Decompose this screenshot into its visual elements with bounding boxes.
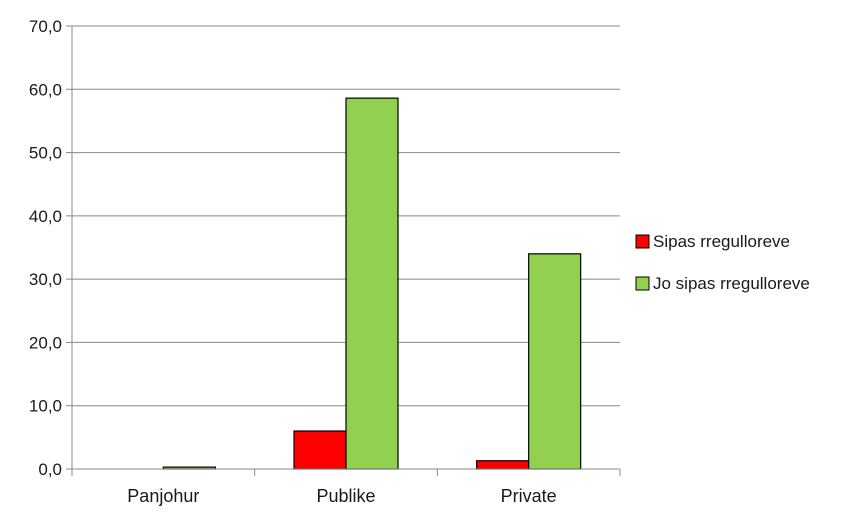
y-tick-label: 60,0 [29, 80, 62, 99]
legend-label: Sipas rregulloreve [653, 232, 790, 251]
legend-swatch [635, 234, 650, 249]
bars [162, 97, 582, 470]
bar-sipas-publike [293, 430, 347, 470]
legend-label: Jo sipas rregulloreve [653, 274, 810, 293]
x-tick-label: Private [501, 486, 557, 506]
y-tick-label: 10,0 [29, 397, 62, 416]
y-tick-label: 30,0 [29, 270, 62, 289]
bar-jo-sipas-private [528, 253, 582, 470]
y-tick-label: 0,0 [38, 460, 62, 479]
x-tick-labels: Panjohur Publike Private [127, 486, 556, 506]
y-tick-label: 70,0 [29, 17, 62, 36]
y-tick-label: 20,0 [29, 333, 62, 352]
x-tick-label: Publike [316, 486, 375, 506]
bar-sipas-private [476, 460, 530, 470]
y-tick-labels: 0,0 10,0 20,0 30,0 40,0 50,0 60,0 70,0 [29, 17, 62, 479]
legend-swatch [635, 276, 650, 291]
bar-jo-sipas-publike [345, 97, 399, 470]
axes [66, 25, 621, 476]
y-tick-label: 50,0 [29, 144, 62, 163]
x-tick-label: Panjohur [127, 486, 199, 506]
y-tick-label: 40,0 [29, 207, 62, 226]
legend: Sipas rregulloreve Jo sipas rregulloreve [635, 232, 810, 293]
